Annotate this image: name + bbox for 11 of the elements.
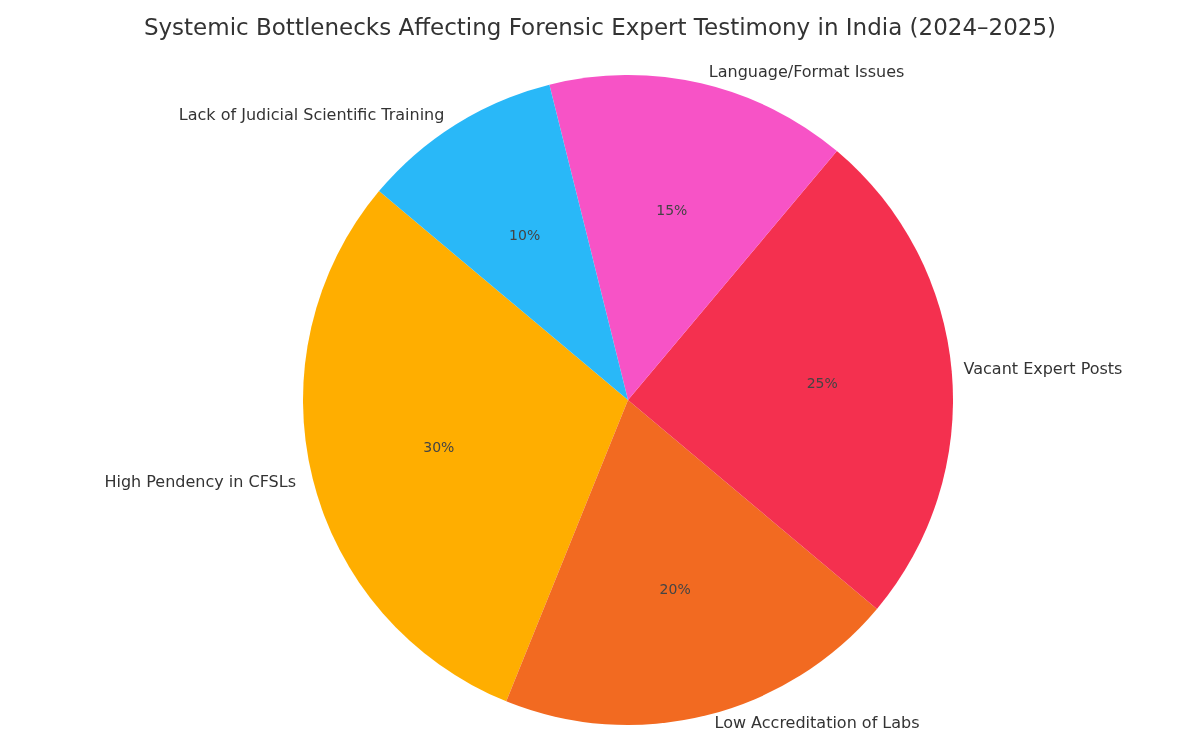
data-label: 15% <box>656 202 688 218</box>
data-label: 30% <box>423 439 455 456</box>
data-label: 20% <box>659 581 691 598</box>
data-label: 10% <box>509 226 541 243</box>
slice-label: Language/Format Issues <box>708 62 905 82</box>
data-label: 25% <box>806 375 838 391</box>
slice-label: Low Accreditation of Labs <box>714 712 920 732</box>
chart-title: Systemic Bottlenecks Affecting Forensic Expert Testimony in India (2024–2025) <box>143 13 1057 40</box>
slice-label: Vacant Expert Posts <box>963 358 1123 378</box>
slice-label: High Pendency in CFSLs <box>104 472 297 492</box>
slice-label: Lack of Judicial Scientific Training <box>178 104 445 124</box>
